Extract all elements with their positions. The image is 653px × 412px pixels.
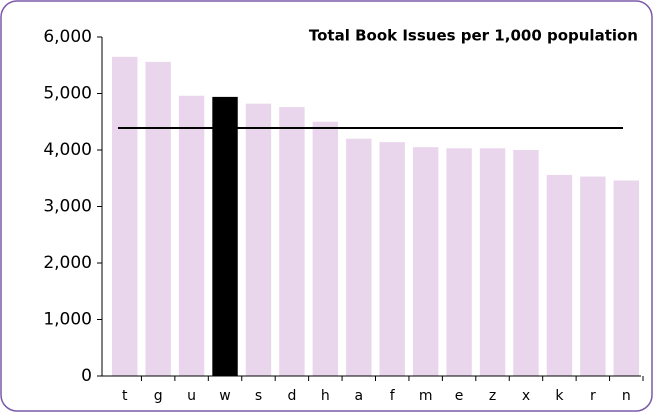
x-tick-label: z: [489, 388, 496, 404]
chart-title: Total Book Issues per 1,000 population: [309, 27, 638, 45]
y-tick-label: 3,000: [43, 197, 92, 217]
bar: [145, 61, 171, 377]
x-tick-label: s: [255, 388, 262, 404]
x-tick-label: u: [187, 388, 196, 404]
x-tick-label: a: [354, 388, 363, 404]
bar: [212, 96, 238, 376]
bar: [346, 138, 372, 376]
y-tick-label: 6,000: [43, 27, 92, 47]
x-tick-label: n: [622, 388, 631, 404]
x-tick-label: x: [522, 388, 530, 404]
x-tick-label: f: [390, 388, 396, 404]
bar: [479, 148, 506, 376]
y-tick-label: 2,000: [43, 253, 92, 273]
bar: [245, 103, 272, 377]
x-tick-label: e: [455, 388, 464, 404]
bar: [412, 147, 439, 376]
x-tick-label: r: [590, 388, 596, 404]
y-tick-label: 5,000: [43, 84, 92, 104]
bar: [379, 142, 405, 376]
x-tick-label: g: [154, 388, 163, 404]
x-tick-label: w: [219, 388, 230, 404]
x-tick-label: t: [122, 388, 128, 404]
x-tick-label: h: [321, 388, 330, 404]
bar: [513, 150, 539, 376]
bar: [178, 95, 205, 376]
bar: [613, 180, 639, 376]
bar: [279, 107, 305, 376]
x-tick-label: d: [287, 388, 296, 404]
bar: [580, 176, 606, 376]
y-tick-label: 0: [81, 366, 92, 386]
bar: [546, 174, 573, 376]
x-tick-label: k: [555, 388, 564, 404]
bar: [112, 56, 138, 377]
bar: [446, 148, 472, 376]
x-tick-label: m: [419, 388, 433, 404]
y-tick-label: 4,000: [43, 140, 92, 160]
bar: [312, 121, 339, 376]
y-tick-label: 1,000: [43, 310, 92, 330]
